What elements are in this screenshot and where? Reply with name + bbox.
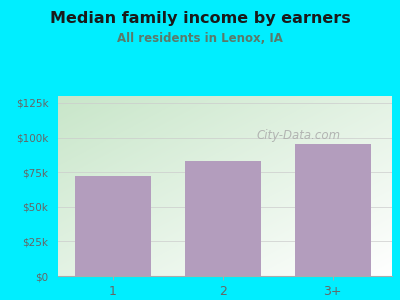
- Text: All residents in Lenox, IA: All residents in Lenox, IA: [117, 32, 283, 44]
- Text: Median family income by earners: Median family income by earners: [50, 11, 350, 26]
- Bar: [295, 145, 371, 276]
- Bar: [185, 161, 261, 276]
- Text: City-Data.com: City-Data.com: [256, 129, 340, 142]
- Bar: [75, 176, 151, 276]
